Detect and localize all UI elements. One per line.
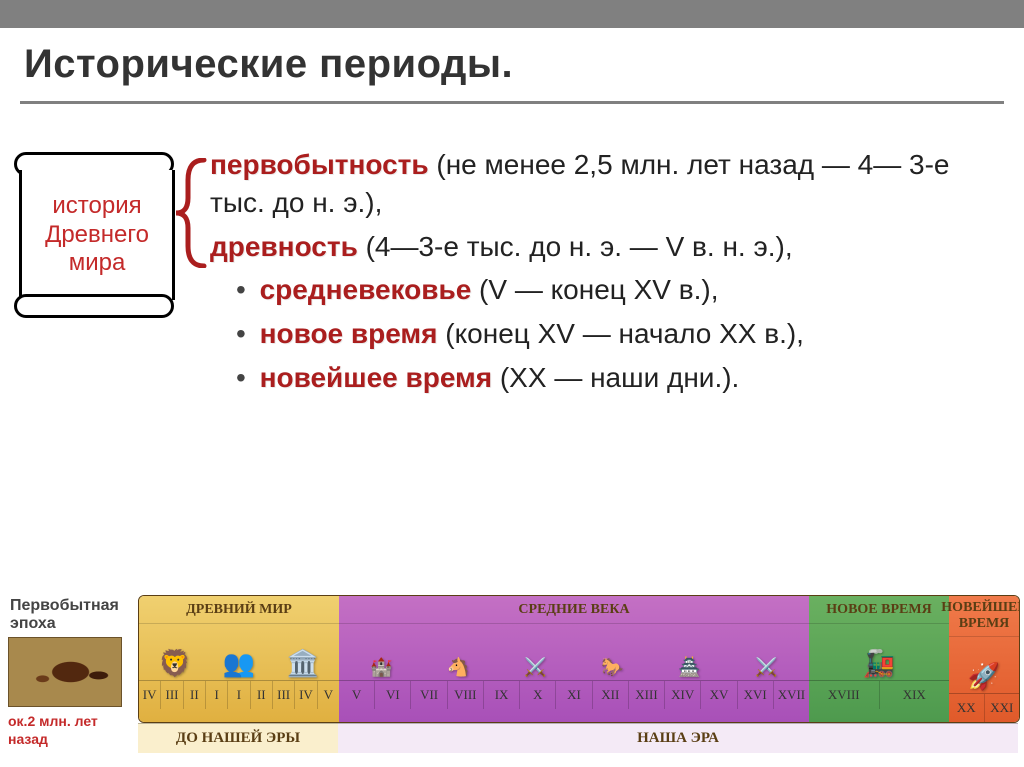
timeline-wrap: ДРЕВНИЙ МИР🦁👥🏛️IVIIIIIIIIIIIIIVVСРЕДНИЕ … [138, 595, 1020, 753]
era-images: 🚂 [809, 623, 949, 680]
page-title: Исторические периоды. [0, 28, 1024, 101]
curly-bracket [174, 158, 210, 268]
footer-ad: НАША ЭРА [338, 723, 1018, 753]
header-bar [0, 0, 1024, 28]
periods-list: первобытность (не менее 2,5 млн. лет наз… [210, 140, 1010, 403]
tick: IV [139, 681, 161, 709]
era-sprite: ⚔️ [524, 658, 546, 676]
era-e3: НОВОЕ ВРЕМЯ 🚂 XVIIIXIX [809, 596, 949, 722]
era-header: НОВЕЙШЕЕ ВРЕМЯ [949, 596, 1019, 636]
era-sprite: 🐴 [447, 658, 469, 676]
title-divider [20, 101, 1004, 104]
era-e1: ДРЕВНИЙ МИР🦁👥🏛️IVIIIIIIIIIIIIIVV [139, 596, 339, 722]
tick: XIV [665, 681, 701, 709]
bullet-icon: • [236, 362, 246, 393]
tick: V [318, 681, 339, 709]
scroll-bottom-roll [14, 294, 174, 318]
tick: XX [949, 694, 985, 722]
tick: X [520, 681, 556, 709]
tick: XI [556, 681, 592, 709]
era-images: 🚀 [949, 636, 1019, 693]
tick: XVI [738, 681, 774, 709]
tick: IV [295, 681, 317, 709]
tick: XVII [774, 681, 809, 709]
tick: I [206, 681, 228, 709]
period-primitive: первобытность (не менее 2,5 млн. лет наз… [210, 146, 1010, 222]
era-sprite: 🏛️ [287, 650, 319, 676]
cave-painting-image [8, 637, 122, 707]
tick: XVIII [809, 681, 880, 709]
primitive-block: Первобытная эпоха ок.2 млн. лет назад [8, 595, 130, 748]
period-contemporary: • новейшее время (XX — наши дни.). [210, 359, 1010, 397]
scroll-line3: мира [69, 249, 126, 276]
era-e4: НОВЕЙШЕЕ ВРЕМЯ 🚀 XXXXI [949, 596, 1019, 722]
era-ticks: VVIVIIVIIIIXXXIXIIXIIIXIVXVXVIXVII [339, 680, 809, 709]
tick: V [339, 681, 375, 709]
era-header: НОВОЕ ВРЕМЯ [809, 596, 949, 623]
scroll-line2: Древнего [45, 221, 149, 248]
period-modern: • новое время (конец XV — начало XX в.), [210, 315, 1010, 353]
tick: XIII [629, 681, 665, 709]
era-header: СРЕДНИЕ ВЕКА [339, 596, 809, 623]
tick: III [161, 681, 183, 709]
tick: II [184, 681, 206, 709]
timeline-footer: ДО НАШЕЙ ЭРЫ НАША ЭРА [138, 723, 1018, 753]
primitive-caption: ок.2 млн. лет назад [8, 707, 130, 748]
tick: VII [411, 681, 447, 709]
era-sprite: ⚔️ [755, 658, 777, 676]
tick: XV [701, 681, 737, 709]
tick: I [228, 681, 250, 709]
timeline: ДРЕВНИЙ МИР🦁👥🏛️IVIIIIIIIIIIIIIVVСРЕДНИЕ … [138, 595, 1020, 723]
bullet-icon: • [236, 274, 246, 305]
rest-modern: (конец XV — начало XX в.), [437, 318, 803, 349]
tick: XIX [880, 681, 950, 709]
era-sprite: 🏰 [370, 658, 392, 676]
term-primitive: первобытность [210, 149, 429, 180]
bottom-section: Первобытная эпоха ок.2 млн. лет назад ДР… [0, 595, 1024, 753]
bracket-icon [174, 158, 210, 268]
term-contemporary: новейшее время [260, 362, 492, 393]
era-ticks: IVIIIIIIIIIIIIIVV [139, 680, 339, 709]
era-ticks: XVIIIXIX [809, 680, 949, 709]
period-antiquity: древность (4—3-е тыс. до н. э. — V в. н.… [210, 228, 1010, 266]
tick: VIII [448, 681, 484, 709]
main-content: история Древнего мира первобытность (не … [0, 140, 1024, 403]
era-images: 🦁 👥 🏛️ [139, 623, 339, 680]
era-images: 🏰 🐴 ⚔️ 🐎 🏯 ⚔️ [339, 623, 809, 680]
bullet-icon: • [236, 318, 246, 349]
tick: XII [593, 681, 629, 709]
term-modern: новое время [260, 318, 438, 349]
scroll-line1: история [52, 192, 141, 219]
ancient-history-scroll: история Древнего мира [14, 150, 174, 320]
tick: VI [375, 681, 411, 709]
tick: III [273, 681, 295, 709]
primitive-label: Первобытная эпоха [8, 595, 130, 637]
tick: IX [484, 681, 520, 709]
era-sprite: 🏯 [678, 658, 700, 676]
era-sprite: 🐎 [601, 658, 623, 676]
era-ticks: XXXXI [949, 693, 1019, 722]
rest-medieval: (V — конец XV в.), [471, 274, 718, 305]
era-e2: СРЕДНИЕ ВЕКА🏰🐴⚔️🐎🏯⚔️VVIVIIVIIIIXXXIXIIXI… [339, 596, 809, 722]
term-medieval: средневековье [260, 274, 472, 305]
era-sprite: 🦁 [159, 650, 191, 676]
period-medieval: • средневековье (V — конец XV в.), [210, 271, 1010, 309]
scroll-text: история Древнего мира [45, 192, 149, 278]
rest-antiquity: (4—3-е тыс. до н. э. — V в. н. э.), [358, 231, 793, 262]
footer-bc: ДО НАШЕЙ ЭРЫ [138, 723, 338, 753]
era-sprite: 🚂 [863, 650, 895, 676]
term-antiquity: древность [210, 231, 358, 262]
tick: II [251, 681, 273, 709]
tick: XXI [985, 694, 1020, 722]
scroll-paper: история Древнего мира [19, 170, 175, 300]
era-sprite: 🚀 [968, 663, 1000, 689]
era-header: ДРЕВНИЙ МИР [139, 596, 339, 623]
rest-contemporary: (XX — наши дни.). [492, 362, 739, 393]
era-sprite: 👥 [223, 650, 255, 676]
